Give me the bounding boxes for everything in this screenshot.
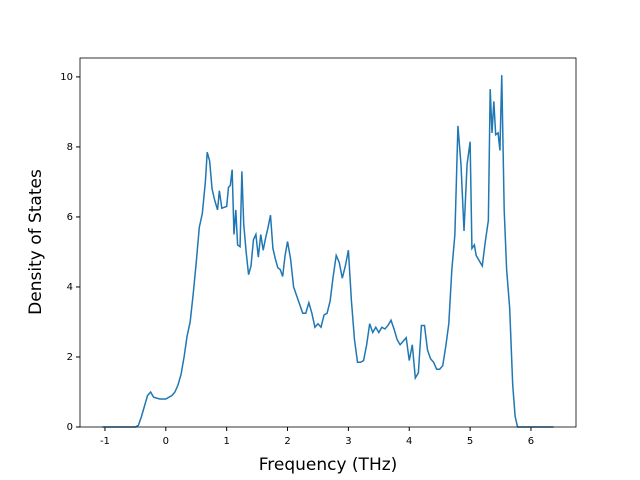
x-tick-label: -1 [100, 436, 110, 447]
x-tick-label: 4 [406, 436, 412, 447]
x-tick-label: 0 [163, 436, 169, 447]
x-tick-label: 3 [345, 436, 351, 447]
y-tick-label: 6 [67, 212, 73, 223]
data-line [102, 75, 554, 428]
y-tick-label: 2 [67, 352, 73, 363]
x-tick-label: 5 [467, 436, 473, 447]
x-axis-label: Frequency (THz) [259, 455, 398, 475]
y-tick-label: 10 [60, 72, 73, 83]
y-tick-label: 4 [67, 282, 73, 293]
y-tick-label: 0 [67, 422, 73, 433]
y-tick-label: 8 [67, 142, 73, 153]
y-axis-label: Density of States [26, 169, 46, 315]
x-tick-label: 6 [528, 436, 534, 447]
x-tick-label: 2 [284, 436, 290, 447]
x-tick-label: 1 [223, 436, 229, 447]
plot-frame [79, 57, 577, 428]
